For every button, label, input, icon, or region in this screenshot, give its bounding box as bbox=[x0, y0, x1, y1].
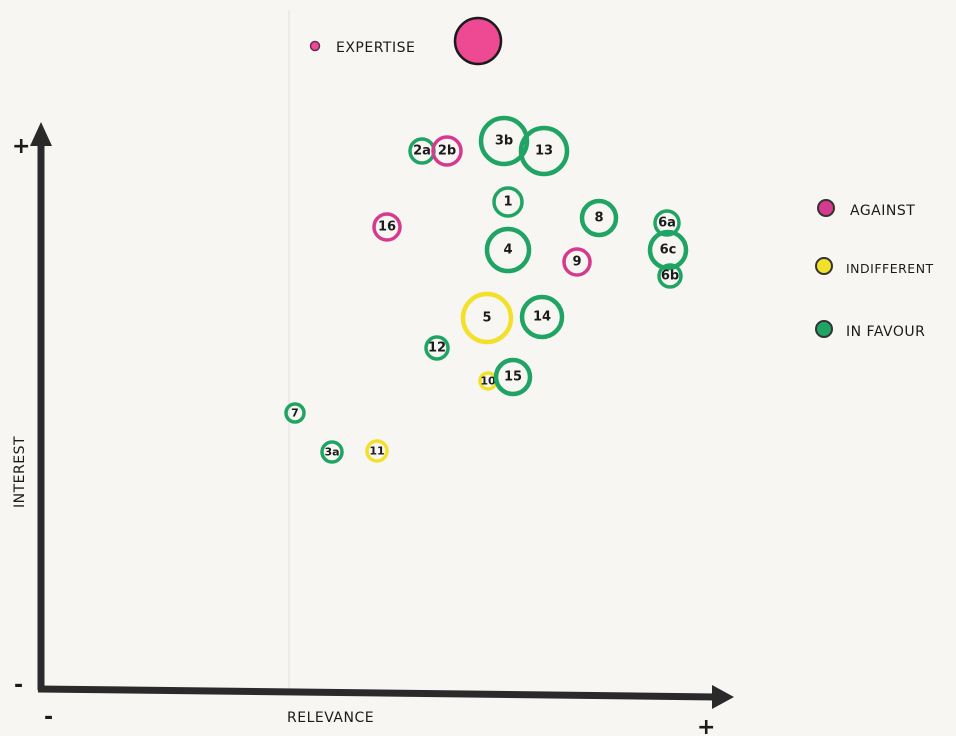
in-favour-swatch-icon bbox=[815, 320, 833, 338]
y-axis-arrow-icon bbox=[30, 122, 52, 146]
legend-label-in-favour: IN FAVOUR bbox=[846, 324, 925, 340]
stakeholder-node-9: 9 bbox=[562, 247, 592, 277]
stakeholder-label-4: 4 bbox=[503, 243, 512, 258]
stakeholder-node-14: 14 bbox=[519, 294, 565, 340]
stakeholder-label-11: 11 bbox=[369, 445, 384, 458]
stakeholder-label-6a: 6a bbox=[658, 216, 676, 231]
stakeholder-label-9: 9 bbox=[572, 255, 581, 270]
stakeholder-node-1: 1 bbox=[492, 186, 524, 218]
y-axis-plus: + bbox=[12, 134, 30, 159]
stakeholder-node-6c: 6c bbox=[647, 229, 689, 271]
x-axis-line bbox=[37, 685, 717, 701]
stakeholder-node-11: 11 bbox=[365, 439, 389, 463]
stakeholder-ring-4 bbox=[484, 226, 532, 274]
stakeholder-label-10: 10 bbox=[480, 375, 496, 388]
expertise-legend: EXPERTISE bbox=[309, 16, 503, 66]
stakeholder-label-6c: 6c bbox=[660, 243, 677, 258]
stakeholder-label-16: 16 bbox=[378, 220, 396, 235]
expertise-label: EXPERTISE bbox=[336, 40, 415, 56]
stakeholder-label-2a: 2a bbox=[413, 144, 431, 159]
stakeholder-node-8: 8 bbox=[579, 198, 619, 238]
stakeholder-label-12: 12 bbox=[428, 341, 446, 356]
stakeholder-node-2a: 2a bbox=[408, 137, 436, 165]
stakeholder-ring-1 bbox=[492, 186, 524, 218]
x-axis-plus: + bbox=[697, 715, 715, 736]
stakeholder-ring-9 bbox=[562, 247, 592, 277]
stakeholder-label-13: 13 bbox=[535, 144, 553, 159]
stakeholder-nodes: 2a 2b 3b 13 1 8 16 4 9 6a 6c 6b 5 14 12 10 15 7 3a 11 bbox=[284, 115, 689, 464]
stance-legend: AGAINST INDIFFERENT IN FAVOUR bbox=[815, 199, 934, 340]
axes bbox=[30, 122, 734, 709]
stakeholder-node-12: 12 bbox=[424, 335, 450, 361]
stakeholder-node-4: 4 bbox=[484, 226, 532, 274]
expertise-small-dot bbox=[309, 40, 321, 52]
legend-label-indifferent: INDIFFERENT bbox=[846, 261, 934, 276]
stakeholder-label-7: 7 bbox=[291, 407, 299, 420]
stakeholder-label-5: 5 bbox=[482, 311, 491, 326]
stakeholder-ring-3a bbox=[320, 440, 344, 464]
stakeholder-node-3a: 3a bbox=[320, 440, 344, 464]
stakeholder-node-15: 15 bbox=[493, 357, 533, 397]
stakeholder-ring-6c bbox=[647, 229, 689, 271]
legend-label-against: AGAINST bbox=[850, 203, 915, 219]
stakeholder-ring-6a bbox=[653, 209, 681, 237]
stakeholder-ring-11 bbox=[365, 439, 389, 463]
stakeholder-label-2b: 2b bbox=[438, 144, 456, 159]
stakeholder-ring-7 bbox=[284, 402, 306, 424]
stakeholder-ring-15 bbox=[493, 357, 533, 397]
expertise-large-dot bbox=[453, 16, 503, 66]
stakeholder-label-15: 15 bbox=[504, 370, 522, 385]
stakeholder-label-1: 1 bbox=[503, 195, 512, 210]
stakeholder-node-13: 13 bbox=[518, 125, 570, 177]
stakeholder-ring-3b bbox=[478, 115, 530, 167]
y-axis-label: INTEREST bbox=[12, 436, 28, 508]
stakeholder-ring-2b bbox=[431, 135, 463, 167]
stakeholder-ring-13 bbox=[518, 125, 570, 177]
stakeholder-node-10: 10 bbox=[478, 371, 498, 391]
stakeholder-ring-6b bbox=[657, 263, 683, 289]
stakeholder-label-14: 14 bbox=[533, 310, 551, 325]
x-axis-label: RELEVANCE bbox=[287, 710, 374, 726]
stakeholder-node-16: 16 bbox=[372, 212, 402, 242]
stakeholder-label-3b: 3b bbox=[495, 134, 513, 149]
stakeholder-label-8: 8 bbox=[594, 211, 603, 226]
y-axis-minus: - bbox=[14, 673, 23, 698]
stakeholder-node-7: 7 bbox=[284, 402, 306, 424]
stakeholder-node-5: 5 bbox=[460, 291, 514, 345]
x-axis-arrow-icon bbox=[712, 685, 734, 709]
stakeholder-label-3a: 3a bbox=[324, 446, 339, 459]
stakeholder-ring-8 bbox=[579, 198, 619, 238]
stakeholder-ring-12 bbox=[424, 335, 450, 361]
stakeholder-ring-5 bbox=[460, 291, 514, 345]
stakeholder-node-3b: 3b bbox=[478, 115, 530, 167]
stakeholder-ring-16 bbox=[372, 212, 402, 242]
against-swatch-icon bbox=[817, 199, 835, 217]
stakeholder-ring-14 bbox=[519, 294, 565, 340]
indifferent-swatch-icon bbox=[815, 257, 833, 275]
x-axis-minus: - bbox=[44, 705, 53, 730]
stakeholder-node-6b: 6b bbox=[657, 263, 683, 289]
stakeholder-node-2b: 2b bbox=[431, 135, 463, 167]
stakeholder-node-6a: 6a bbox=[653, 209, 681, 237]
stakeholder-label-6b: 6b bbox=[661, 269, 679, 284]
